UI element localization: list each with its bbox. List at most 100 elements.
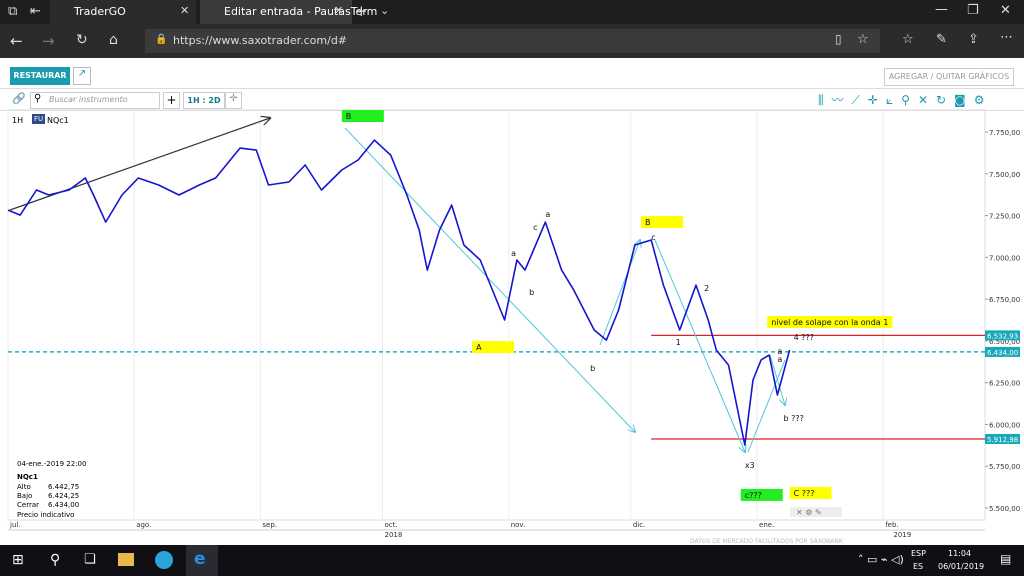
home[interactable]: ⌂ — [109, 32, 118, 48]
y-tick-label: 5.750,00 — [989, 463, 1020, 471]
annotation-box — [789, 487, 832, 500]
badge: FU — [32, 114, 46, 124]
telegram[interactable] — [155, 551, 173, 569]
annotation-box — [641, 216, 684, 229]
maximize[interactable]: ❐ — [967, 3, 979, 18]
annotation: 1 — [676, 338, 681, 347]
y-tick-label: 7.500,00 — [989, 171, 1020, 179]
search-placeholder: Buscar instrumento — [49, 95, 128, 104]
x-tick-label: nov. — [511, 521, 526, 529]
explorer[interactable] — [118, 553, 134, 566]
watermark: DATOS DE MERCADO FACILITADOS POR SAXOBAN… — [690, 538, 844, 545]
timeframe[interactable]: 1H : 2D — [183, 92, 225, 109]
crosshair[interactable]: ✛ — [225, 92, 242, 109]
reload[interactable]: ↻ — [76, 32, 88, 48]
x-tick-label: oct. — [385, 521, 398, 529]
clock-date[interactable]: 06/01/2019 — [938, 562, 985, 571]
chart-tools[interactable]: ⫼〰⟋✛⟀⚲✕↻◙⚙ — [818, 93, 993, 107]
x-tick-label: ene. — [759, 521, 774, 529]
lock: 🔒 — [155, 34, 168, 45]
chart-controls[interactable]: ✕ ⚙ ✎ — [790, 507, 842, 517]
info-value: 6.424,25 — [48, 492, 79, 500]
svg-text:✕ ⚙ ✎: ✕ ⚙ ✎ — [796, 508, 822, 517]
clock-time[interactable]: 11:04 — [948, 549, 972, 558]
link-icon[interactable]: 🔗 — [12, 92, 26, 105]
info-value: 6.434,00 — [48, 501, 79, 509]
x-tick-label: dic. — [633, 521, 645, 529]
y-tick-label: 6.250,00 — [989, 380, 1020, 388]
back[interactable]: ← — [10, 32, 23, 50]
annotation: a — [511, 249, 516, 258]
search-box[interactable]: ⚲ Buscar instrumento — [30, 92, 160, 109]
annotation-box — [341, 110, 384, 122]
y-tick-label: 5.500,00 — [989, 505, 1020, 513]
icon[interactable]: ⇤ — [30, 4, 41, 19]
x-tick-label: feb. — [885, 521, 898, 529]
tab[interactable]: Editar entrada - PautasTerm — [200, 0, 377, 24]
tab-bar: ⧉ ⇤ TraderGO ✕ Editar entrada - PautasTe… — [0, 0, 1024, 24]
divider — [0, 88, 1024, 89]
close[interactable]: ✕ — [1000, 3, 1011, 18]
notifications[interactable]: ▤ — [1000, 552, 1012, 566]
annotation: C ??? — [794, 489, 815, 498]
price-line — [7, 139, 791, 446]
lang[interactable]: ES — [913, 562, 924, 571]
more[interactable]: ⋯ — [1000, 30, 1013, 45]
annotation: b ??? — [783, 414, 803, 423]
y-tick-label: 7.000,00 — [989, 254, 1020, 262]
share[interactable]: ⇪ — [968, 32, 979, 47]
task-view[interactable]: ❏ — [84, 552, 96, 567]
info-instrument: NQc1 — [17, 473, 38, 481]
annotation: a — [777, 355, 782, 364]
favorite[interactable]: ☆ — [857, 32, 869, 47]
info-value: 6.442,75 — [48, 483, 79, 491]
close-tab[interactable]: ✕ — [334, 4, 344, 17]
annotation: nivel de solape con la onda 1 — [771, 318, 888, 327]
search[interactable]: ⚲ — [50, 552, 61, 568]
annotation: 2 — [704, 284, 709, 293]
arrow — [599, 240, 640, 346]
reading-view[interactable]: ▯ — [835, 32, 842, 46]
y-tick-label: 7.750,00 — [989, 129, 1020, 137]
restore-button[interactable]: RESTAURAR — [10, 67, 70, 85]
tray[interactable]: ˄ ▭ ⌁ ◁) — [858, 553, 904, 566]
annotation: a — [545, 210, 550, 219]
popout[interactable]: ↗ — [73, 67, 91, 85]
info-key: Cerrar — [17, 501, 39, 509]
info-note: Precio indicativo — [17, 511, 74, 519]
forward[interactable]: → — [42, 32, 55, 50]
url: https://www.saxotrader.com/d# — [173, 34, 348, 47]
annotation: c — [651, 233, 655, 242]
url-field[interactable]: 🔒 https://www.saxotrader.com/d# ▯ ☆ — [145, 29, 880, 53]
annotation-box — [767, 316, 893, 329]
add-instrument[interactable]: + — [163, 92, 180, 109]
level-label-box — [985, 330, 1020, 341]
address-bar: ← → ↻ ⌂ 🔒 https://www.saxotrader.com/d# … — [0, 24, 1024, 58]
instrument: NQc1 — [47, 116, 69, 125]
annotation: a — [777, 347, 782, 356]
edge[interactable]: e — [186, 545, 218, 576]
plot-frame — [7, 109, 986, 521]
lang[interactable]: ESP — [911, 549, 926, 558]
x-tick-label: ago. — [136, 521, 151, 529]
tab[interactable]: TraderGO — [50, 0, 196, 24]
favorites[interactable]: ☆ — [902, 32, 914, 47]
arrow — [654, 239, 745, 452]
close-tab[interactable]: ✕ — [180, 4, 190, 17]
level-label-box — [985, 346, 1020, 357]
annotation: B — [645, 218, 651, 227]
annotation: b — [590, 364, 595, 373]
annotation: A — [476, 343, 482, 352]
start[interactable]: ⊞ — [12, 552, 24, 568]
y-tick-label: 6.000,00 — [989, 421, 1020, 429]
add-remove-charts[interactable]: AGREGAR / QUITAR GRÁFICOS — [884, 68, 1014, 86]
y-tick-label: 7.250,00 — [989, 213, 1020, 221]
new-tab[interactable]: + — [355, 2, 368, 20]
tab-menu[interactable]: ⌄ — [380, 4, 390, 17]
icon[interactable]: ⧉ — [8, 4, 18, 19]
notes[interactable]: ✎ — [936, 32, 947, 47]
minimize[interactable]: — — [935, 2, 948, 17]
x-tick-label: sep. — [262, 521, 277, 529]
